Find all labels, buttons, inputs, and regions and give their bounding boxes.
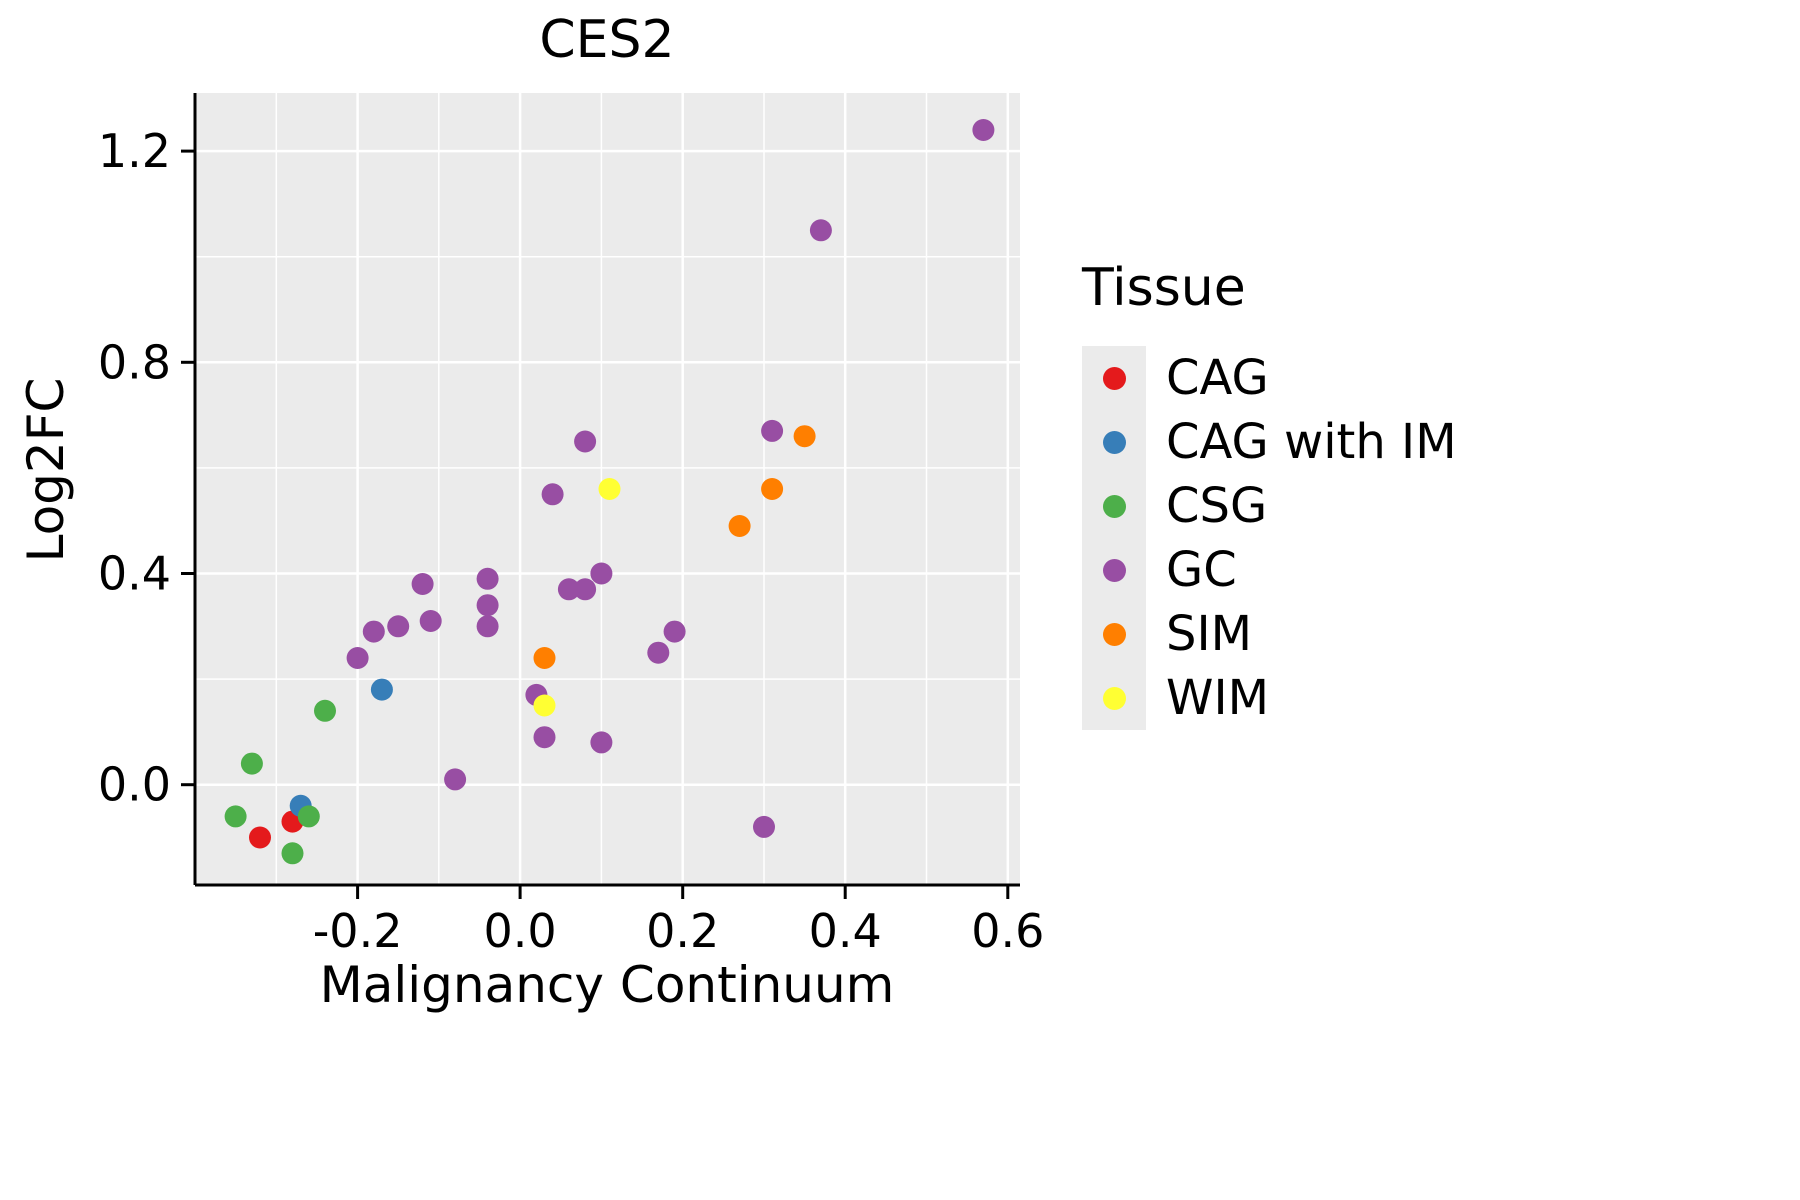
point-gc: [541, 483, 564, 506]
legend-label: CSG: [1166, 478, 1268, 534]
legend-key: [1082, 666, 1146, 730]
x-axis-title: Malignancy Continuum: [319, 956, 895, 1014]
legend-item-wim: WIM: [1082, 666, 1457, 730]
point-gc: [647, 641, 670, 664]
point-sim: [793, 425, 816, 448]
legend-item-gc: GC: [1082, 538, 1457, 602]
point-gc: [411, 573, 434, 595]
point-csg: [297, 805, 320, 828]
legend-label: WIM: [1166, 670, 1270, 726]
x-tick-label: 0.2: [646, 904, 719, 958]
point-wim: [533, 694, 556, 717]
point-gc: [557, 578, 580, 601]
point-gc: [476, 567, 499, 590]
legend-label: SIM: [1166, 606, 1253, 662]
point-gc: [753, 815, 775, 838]
point-gc: [663, 620, 686, 643]
legend-dot-icon: [1102, 622, 1126, 646]
point-gc: [574, 430, 597, 453]
y-tick-label: 0.0: [98, 758, 171, 812]
legend-dot-icon: [1102, 430, 1126, 454]
point-sim: [533, 647, 556, 669]
point-gc: [590, 562, 613, 585]
legend-label: CAG with IM: [1166, 414, 1457, 470]
point-gc: [574, 578, 597, 601]
y-tick-label: 1.2: [98, 124, 171, 178]
point-sim: [728, 515, 751, 537]
legend-item-cag-with-im: CAG with IM: [1082, 410, 1457, 474]
point-wim: [598, 478, 621, 500]
legend-key: [1082, 538, 1146, 602]
legend-item-cag: CAG: [1082, 346, 1457, 410]
point-csg: [281, 842, 304, 865]
legend-dot-icon: [1102, 494, 1126, 518]
x-tick-label: 0.6: [971, 904, 1044, 958]
point-cag-with-im: [370, 678, 393, 701]
legend-item-csg: CSG: [1082, 474, 1457, 538]
y-axis-title: Log2FC: [17, 377, 75, 563]
point-gc: [533, 726, 556, 749]
legend-item-sim: SIM: [1082, 602, 1457, 666]
point-gc: [761, 419, 784, 442]
legend-dot-icon: [1102, 686, 1126, 710]
legend-label: CAG: [1166, 350, 1269, 406]
point-gc: [590, 731, 613, 754]
point-csg: [240, 752, 263, 775]
point-csg: [224, 805, 247, 828]
x-tick-label: -0.2: [313, 904, 403, 958]
legend-key: [1082, 602, 1146, 666]
legend-dot-icon: [1102, 558, 1126, 582]
point-gc: [387, 615, 410, 638]
point-cag: [249, 826, 271, 849]
x-tick-label: 0.0: [484, 904, 557, 958]
legend-items: CAG CAG with IM CSG GC SIM WIM: [1082, 346, 1457, 730]
y-tick-label: 0.4: [98, 547, 171, 601]
legend-dot-icon: [1102, 366, 1126, 390]
legend-key: [1082, 346, 1146, 410]
point-gc: [419, 610, 442, 632]
legend: Tissue CAG CAG with IM CSG GC SIM WIM: [1082, 258, 1457, 730]
point-gc: [972, 119, 995, 141]
legend-key: [1082, 410, 1146, 474]
legend-key: [1082, 474, 1146, 538]
y-tick-label: 0.8: [98, 335, 171, 389]
point-sim: [761, 478, 784, 500]
legend-title: Tissue: [1082, 258, 1246, 318]
chart-title: CES2: [539, 10, 675, 70]
point-gc: [444, 768, 467, 791]
point-csg: [314, 699, 336, 722]
legend-label: GC: [1166, 542, 1237, 598]
point-gc: [476, 615, 499, 638]
x-tick-label: 0.4: [809, 904, 882, 958]
point-gc: [346, 647, 369, 669]
point-gc: [476, 594, 499, 617]
point-gc: [362, 620, 385, 643]
point-gc: [809, 219, 832, 242]
